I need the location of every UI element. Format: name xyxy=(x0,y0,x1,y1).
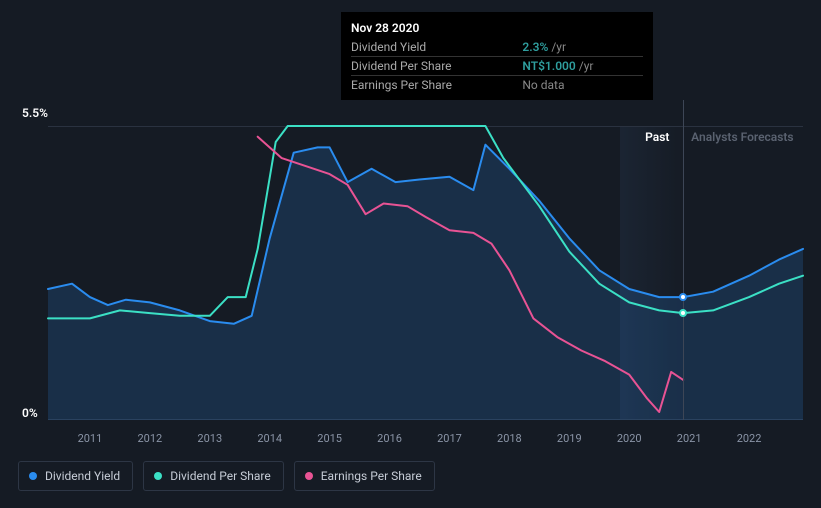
x-axis-tick: 2011 xyxy=(78,432,103,445)
series-marker xyxy=(679,293,687,301)
y-axis-tick-min: 0% xyxy=(22,406,38,420)
chart-container: Nov 28 2020 Dividend Yield 2.3% /yr Divi… xyxy=(0,0,821,508)
chart-svg xyxy=(48,126,803,420)
tooltip-row-value: No data xyxy=(522,76,643,95)
tooltip-row-label: Dividend Yield xyxy=(351,38,522,57)
legend-label: Earnings Per Share xyxy=(321,469,422,483)
region-label-past: Past xyxy=(645,130,669,144)
legend-item-earnings-per-share[interactable]: Earnings Per Share xyxy=(294,461,435,491)
x-axis-tick: 2021 xyxy=(677,432,702,445)
tooltip-row: Dividend Per Share NT$1.000 /yr xyxy=(351,57,643,76)
region-label-forecast: Analysts Forecasts xyxy=(691,130,793,144)
tooltip-row-value: 2.3% /yr xyxy=(522,38,643,57)
legend-label: Dividend Yield xyxy=(45,469,120,483)
legend-label: Dividend Per Share xyxy=(170,469,271,483)
legend-item-dividend-per-share[interactable]: Dividend Per Share xyxy=(143,461,284,491)
tooltip-row-value: NT$1.000 /yr xyxy=(522,57,643,76)
x-axis-tick: 2013 xyxy=(197,432,222,445)
legend-dot-icon xyxy=(305,472,313,480)
tooltip-date: Nov 28 2020 xyxy=(351,18,643,38)
x-axis-tick: 2015 xyxy=(317,432,342,445)
legend-item-dividend-yield[interactable]: Dividend Yield xyxy=(18,461,133,491)
x-axis-tick: 2018 xyxy=(497,432,522,445)
x-axis-tick: 2016 xyxy=(377,432,402,445)
series-marker xyxy=(679,309,687,317)
x-axis-tick: 2014 xyxy=(257,432,282,445)
legend-dot-icon xyxy=(154,472,162,480)
legend-dot-icon xyxy=(29,472,37,480)
tooltip-row-label: Dividend Per Share xyxy=(351,57,522,76)
x-axis-tick: 2017 xyxy=(437,432,462,445)
x-axis-tick: 2012 xyxy=(137,432,162,445)
tooltip-row: Dividend Yield 2.3% /yr xyxy=(351,38,643,57)
x-axis-tick: 2022 xyxy=(737,432,762,445)
tooltip-table: Dividend Yield 2.3% /yr Dividend Per Sha… xyxy=(351,38,643,94)
x-axis-tick: 2020 xyxy=(617,432,642,445)
chart-tooltip: Nov 28 2020 Dividend Yield 2.3% /yr Divi… xyxy=(341,12,653,100)
tooltip-row: Earnings Per Share No data xyxy=(351,76,643,95)
legend: Dividend Yield Dividend Per Share Earnin… xyxy=(18,461,435,491)
y-axis-tick-max: 5.5% xyxy=(22,106,48,120)
x-axis-tick: 2019 xyxy=(557,432,582,445)
tooltip-row-label: Earnings Per Share xyxy=(351,76,522,95)
